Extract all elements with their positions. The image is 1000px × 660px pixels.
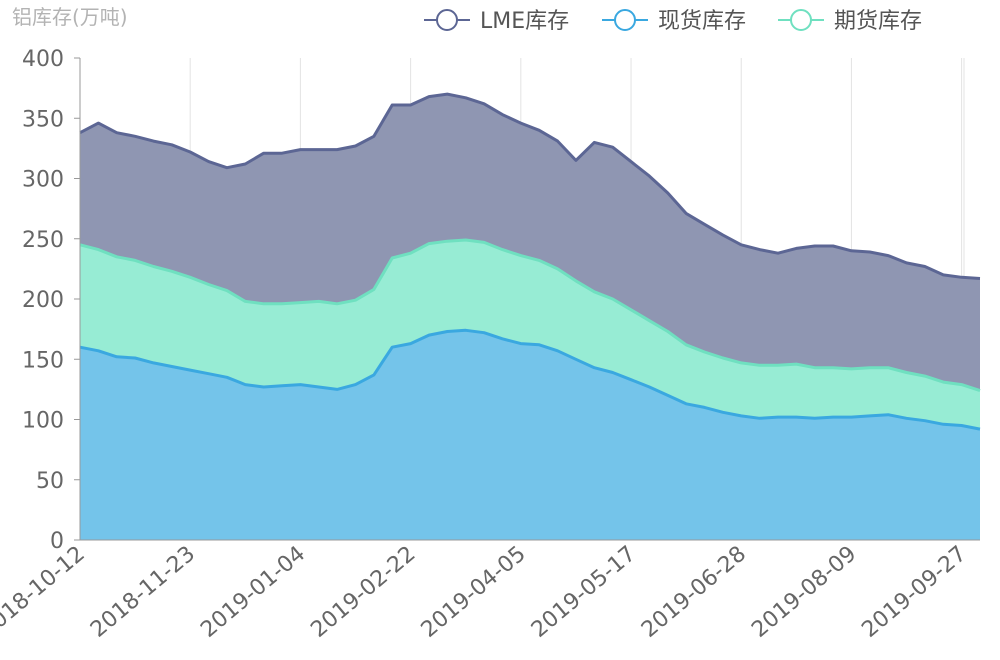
area-1	[80, 240, 980, 430]
x-tick-labels: 2018-10-122018-11-232019-01-042019-02-22…	[0, 541, 971, 642]
y-tick-label-250: 250	[22, 228, 64, 253]
legend-item-2[interactable]: 期货库存	[778, 9, 922, 34]
x-tick-label-6: 2019-06-28	[637, 541, 751, 642]
y-tick-label-350: 350	[22, 107, 64, 132]
y-tick-label-100: 100	[22, 409, 64, 434]
x-tick-label-1: 2018-11-23	[86, 541, 200, 642]
area-2	[80, 94, 980, 391]
legend-marker-0	[436, 9, 458, 31]
legend-marker-2	[790, 9, 812, 31]
x-tick-label-4: 2019-04-05	[417, 541, 531, 642]
series-lines	[79, 92, 981, 431]
y-tick-label-50: 50	[36, 469, 64, 494]
x-tick-label-0: 2018-10-12	[0, 541, 90, 642]
legend-label-1: 现货库存	[658, 9, 746, 34]
x-tick-label-3: 2019-02-22	[306, 541, 420, 642]
x-tick-label-7: 2019-08-09	[747, 541, 861, 642]
y-tick-label-0: 0	[50, 529, 64, 554]
y-tick-label-300: 300	[22, 168, 64, 193]
x-tick-label-8: 2019-09-27	[857, 541, 971, 642]
series-areas	[80, 94, 980, 540]
y-tick-label-400: 400	[22, 47, 64, 72]
series-line-1	[79, 238, 981, 393]
area-0	[80, 330, 980, 540]
x-tick-label-2: 2019-01-04	[196, 541, 310, 642]
y-tick-label-150: 150	[22, 348, 64, 373]
legend-item-0[interactable]: LME库存	[424, 9, 569, 34]
legend[interactable]: LME库存 现货库存 期货库存	[424, 9, 922, 34]
legend-label-2: 期货库存	[834, 9, 922, 34]
legend-marker-1	[614, 9, 636, 31]
legend-label-0: LME库存	[480, 9, 569, 34]
x-tick-label-5: 2019-05-17	[527, 541, 641, 642]
legend-item-1[interactable]: 现货库存	[602, 9, 746, 34]
series-line-0	[79, 328, 981, 431]
y-axis-title: 铝库存(万吨)	[12, 5, 128, 29]
y-tick-label-200: 200	[22, 288, 64, 313]
y-tick-labels: 0 50 100 150 200 250 300 350 400	[22, 47, 80, 554]
series-line-2	[79, 92, 981, 280]
